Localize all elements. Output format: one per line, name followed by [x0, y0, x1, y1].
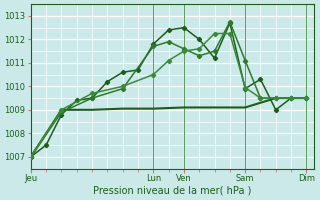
- X-axis label: Pression niveau de la mer( hPa ): Pression niveau de la mer( hPa ): [93, 186, 252, 196]
